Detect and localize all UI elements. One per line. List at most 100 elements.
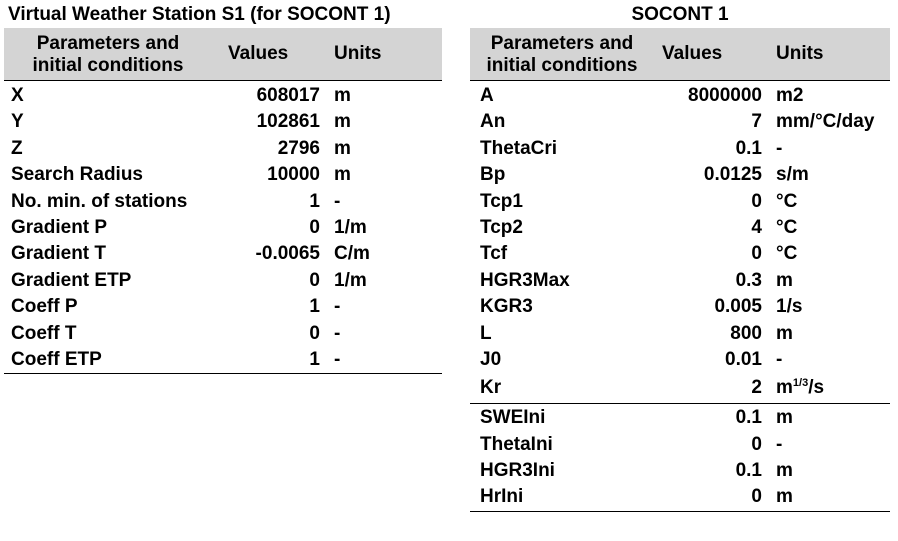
table-row: A 8000000 m2 bbox=[470, 83, 890, 109]
param-unit: 1/m bbox=[334, 216, 367, 238]
weather-station-table: Virtual Weather Station S1 (for SOCONT 1… bbox=[4, 0, 442, 375]
table-body: X 608017 m Y 102861 m Z 2796 m Search Radius 10… bbox=[4, 81, 442, 375]
table-row: Coeff ETP 1- bbox=[4, 347, 442, 373]
param-value: 1 bbox=[309, 348, 320, 370]
param-name: Coeff T bbox=[11, 322, 77, 344]
table-row: L 800 m bbox=[470, 321, 890, 347]
param-value: 10000 bbox=[267, 164, 320, 186]
header-parameters: Parameters and initial conditions bbox=[32, 33, 184, 76]
param-unit: s/m bbox=[776, 164, 809, 186]
param-unit: m bbox=[776, 460, 793, 482]
param-value: 2796 bbox=[277, 137, 320, 159]
table-row: X 608017 m bbox=[4, 83, 442, 109]
header-units: Units bbox=[776, 43, 824, 64]
param-name: Tcp2 bbox=[480, 216, 523, 238]
param-unit: m bbox=[776, 486, 793, 508]
table-row: Coeff P 1- bbox=[4, 294, 442, 320]
param-unit: - bbox=[776, 348, 783, 370]
param-value: 1 bbox=[309, 296, 320, 318]
param-name: Z bbox=[11, 137, 23, 159]
param-unit: m bbox=[334, 137, 351, 159]
header-values: Values bbox=[228, 43, 289, 64]
param-name: Coeff P bbox=[11, 296, 78, 318]
param-name: Search Radius bbox=[11, 164, 143, 186]
param-name: Gradient ETP bbox=[11, 269, 132, 291]
table-row: Z 2796 m bbox=[4, 136, 442, 162]
param-unit: m2 bbox=[776, 85, 804, 106]
param-name: Tcp1 bbox=[480, 190, 523, 212]
table-row: SWEIni 0.1 m bbox=[470, 405, 890, 431]
param-value: 0 bbox=[309, 322, 320, 344]
param-unit: 1/m bbox=[334, 269, 367, 291]
param-value: 0 bbox=[751, 433, 762, 455]
param-name: Gradient T bbox=[11, 243, 107, 265]
param-name: Kr bbox=[480, 377, 502, 399]
param-value: 0.01 bbox=[725, 348, 762, 370]
param-value: -0.0065 bbox=[255, 243, 320, 265]
param-value: 0 bbox=[751, 190, 762, 212]
param-unit: - bbox=[776, 433, 783, 455]
param-name: Bp bbox=[480, 164, 506, 186]
param-unit: C/m bbox=[334, 243, 370, 265]
socont-table: SOCONT 1 Parameters and initial conditio… bbox=[470, 0, 890, 512]
unit-base: m bbox=[776, 377, 793, 399]
param-value: 4 bbox=[751, 216, 762, 238]
table-row: Kr 2 m1/3/s bbox=[470, 373, 890, 403]
param-value: 0 bbox=[309, 269, 320, 291]
param-value: 0.1 bbox=[735, 460, 762, 482]
param-name: An bbox=[480, 111, 506, 133]
param-name: HGR3Max bbox=[480, 269, 570, 291]
table-header: Parameters and initial conditions Values… bbox=[4, 28, 442, 81]
param-value: 0.1 bbox=[735, 137, 762, 159]
param-value: 0 bbox=[751, 243, 762, 265]
param-name: Gradient P bbox=[11, 216, 108, 238]
parameters-section: A 8000000 m2 An 7 mm/°C/day ThetaCri 0.1- Bp 0… bbox=[470, 81, 890, 405]
param-name: Coeff ETP bbox=[11, 348, 102, 370]
param-unit: - bbox=[334, 322, 341, 344]
param-name: A bbox=[480, 85, 494, 106]
table-row: Bp 0.0125 s/m bbox=[470, 162, 890, 188]
param-value: 0.005 bbox=[714, 296, 762, 318]
table-row: Gradient T -0.0065 C/m bbox=[4, 241, 442, 267]
table-row: HrIni 0 m bbox=[470, 484, 890, 510]
param-unit: m bbox=[776, 322, 793, 344]
header-parameters: Parameters and initial conditions bbox=[486, 33, 638, 76]
table-row: Y 102861 m bbox=[4, 109, 442, 135]
table-row: Coeff T 0- bbox=[4, 321, 442, 347]
table-row: HGR3Ini 0.1 m bbox=[470, 458, 890, 484]
param-name: ThetaIni bbox=[480, 433, 553, 455]
param-unit: m1/3/s bbox=[776, 373, 824, 403]
param-name: No. min. of stations bbox=[11, 190, 188, 212]
header-units: Units bbox=[334, 43, 382, 64]
param-unit: m bbox=[776, 269, 793, 291]
param-unit: - bbox=[334, 348, 341, 370]
param-name: KGR3 bbox=[480, 296, 533, 318]
param-value: 608017 bbox=[256, 85, 320, 106]
param-unit: - bbox=[334, 190, 341, 212]
table-row: Tcf 0 °C bbox=[470, 241, 890, 267]
param-value: 800 bbox=[730, 322, 762, 344]
param-unit: m bbox=[776, 407, 793, 429]
param-name: Y bbox=[11, 111, 24, 133]
header-values: Values bbox=[662, 43, 723, 64]
param-unit: m bbox=[334, 85, 351, 106]
param-name: X bbox=[11, 85, 24, 106]
unit-exponent: 1/3 bbox=[792, 377, 809, 390]
param-unit: 1/s bbox=[776, 296, 803, 318]
param-value: 2 bbox=[751, 377, 762, 399]
unit-tail: /s bbox=[808, 377, 825, 399]
initial-conditions-section: SWEIni 0.1 m ThetaIni 0- HGR3Ini 0.1 m HrIni 0… bbox=[470, 404, 890, 512]
table-row: ThetaCri 0.1- bbox=[470, 136, 890, 162]
param-unit: °C bbox=[776, 190, 798, 212]
param-value: 0.3 bbox=[735, 269, 762, 291]
param-name: Tcf bbox=[480, 243, 508, 265]
param-value: 0.0125 bbox=[703, 164, 762, 186]
param-value: 1 bbox=[309, 190, 320, 212]
table-title: Virtual Weather Station S1 (for SOCONT 1… bbox=[8, 4, 391, 25]
param-value: 7 bbox=[751, 111, 762, 133]
param-name: J0 bbox=[480, 348, 502, 370]
table-row: No. min. of stations 1- bbox=[4, 189, 442, 215]
table-row: Gradient ETP 0 1/m bbox=[4, 268, 442, 294]
table-row: ThetaIni 0- bbox=[470, 432, 890, 458]
table-row: HGR3Max 0.3 m bbox=[470, 268, 890, 294]
